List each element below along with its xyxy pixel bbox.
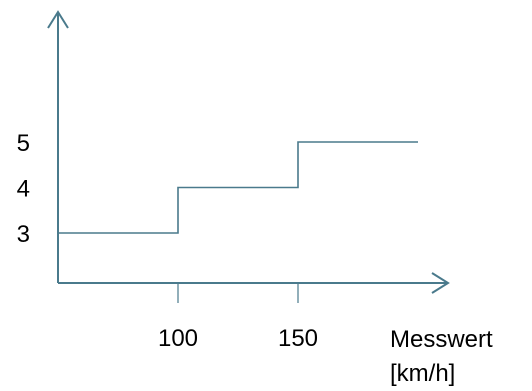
series-group <box>58 141 418 234</box>
x-axis-label-line-2: [km/h] <box>390 360 455 387</box>
y-ticks: 3 4 5 <box>17 130 30 248</box>
step-series-line <box>58 141 418 234</box>
x-tick-label: 150 <box>278 325 318 352</box>
y-tick-label: 3 <box>17 221 30 248</box>
x-ticks: 100 150 <box>158 283 318 352</box>
y-tick-label: 4 <box>17 176 30 203</box>
x-axis-arrow <box>431 272 450 294</box>
x-tick-label: 100 <box>158 325 198 352</box>
x-axis-label-line-1: Messwert <box>390 326 493 353</box>
y-tick-label: 5 <box>17 130 30 157</box>
y-axis-arrow <box>47 10 69 29</box>
